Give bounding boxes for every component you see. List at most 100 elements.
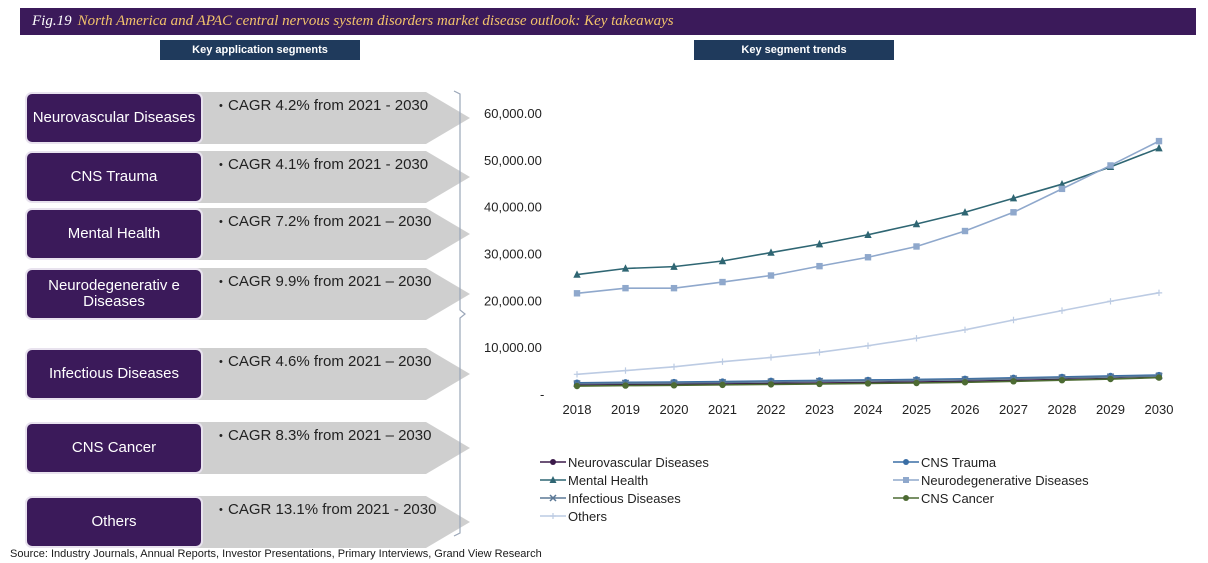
data-point: [670, 381, 678, 388]
data-point: [1155, 289, 1163, 297]
data-point: [961, 375, 969, 382]
data-point: [1010, 374, 1017, 382]
legend-item: CNS Cancer: [893, 491, 995, 506]
y-tick-label: 20,000.00: [484, 293, 542, 308]
legend-item: Others: [540, 509, 608, 524]
data-point: [573, 379, 581, 388]
data-point: [670, 378, 678, 386]
data-point: [621, 379, 630, 387]
series-group: [573, 372, 1163, 388]
segment-cagr: • CAGR 4.2% from 2021 - 2030: [219, 98, 458, 113]
data-point: [1107, 375, 1114, 383]
data-point: [573, 270, 581, 278]
segment-cagr: • CAGR 9.9% from 2021 – 2030: [219, 273, 458, 290]
data-point: [622, 382, 629, 389]
data-point: [622, 367, 629, 374]
data-point: [621, 264, 630, 272]
figure-title: North America and APAC central nervous s…: [77, 13, 674, 29]
data-point: [1009, 194, 1018, 202]
data-point: [1010, 377, 1017, 384]
data-point: [1155, 371, 1163, 379]
y-tick-label: 60,000.00: [484, 106, 542, 121]
data-point: [913, 376, 920, 383]
legend-label: Neurodegenerative Diseases: [921, 473, 1089, 488]
legend-item: Neurodegenerative Diseases: [893, 473, 1089, 488]
segment-cagr-text: CAGR 4.1% from 2021 - 2030: [228, 156, 429, 173]
data-point: [719, 378, 726, 385]
source-note: Source: Industry Journals, Annual Report…: [10, 548, 542, 560]
series-group: [573, 374, 1163, 389]
bullet-icon: •: [219, 159, 223, 171]
data-point: [864, 230, 872, 238]
series-line: [576, 140, 1160, 295]
figure-title-bar: Fig.19 North America and APAC central ner…: [20, 8, 1196, 35]
x-tick-label: 2018: [563, 402, 592, 417]
segment-cagr: • CAGR 13.1% from 2021 - 2030: [219, 502, 458, 517]
data-point: [864, 376, 872, 384]
data-point: [961, 326, 969, 334]
data-point: [670, 284, 678, 292]
x-tick-label: 2022: [757, 402, 786, 417]
chart-legend: Neurovascular Diseases CNS Trauma Mental H…: [540, 455, 1089, 524]
data-point: [816, 262, 823, 270]
data-point: [816, 380, 823, 388]
segment-cagr-text: CAGR 9.9% from 2021 – 2030: [228, 273, 432, 290]
x-tick-label: 2020: [660, 402, 689, 417]
legend-label: Neurovascular Diseases: [568, 455, 709, 470]
data-point: [1058, 185, 1066, 193]
data-point: [670, 262, 678, 270]
segment-name: Others: [25, 496, 203, 548]
data-point: [864, 342, 872, 349]
data-point: [573, 382, 581, 390]
x-tick-label: 2026: [951, 402, 980, 417]
data-point: [622, 379, 629, 386]
segment-cagr-text: CAGR 4.6% from 2021 – 2030: [228, 353, 432, 370]
data-point: [1155, 372, 1163, 380]
x-tick-label: 2030: [1145, 402, 1174, 417]
series-group: [573, 289, 1163, 378]
data-point: [767, 354, 775, 361]
data-point: [767, 272, 775, 279]
left-section-header: Key application segments: [160, 40, 360, 60]
series-group: [573, 374, 1163, 390]
x-tick-label: 2025: [902, 402, 931, 417]
legend-label: Mental Health: [568, 473, 648, 488]
data-point: [767, 381, 775, 388]
data-point: [1009, 375, 1018, 383]
data-point: [718, 256, 727, 265]
x-tick-label: 2023: [805, 402, 834, 417]
segment-cagr: • CAGR 7.2% from 2021 – 2030: [219, 214, 458, 229]
data-point: [815, 377, 824, 386]
data-point: [913, 243, 920, 250]
data-point: [719, 380, 726, 388]
legend-item: Neurovascular Diseases: [540, 455, 709, 470]
series-lines: [573, 137, 1163, 390]
legend-label: Infectious Diseases: [568, 491, 681, 506]
data-point: [1107, 372, 1114, 380]
segment-arrow: [195, 151, 470, 203]
segment-cagr: • CAGR 8.3% from 2021 – 2030: [219, 428, 458, 443]
data-point: [816, 377, 823, 384]
data-point: [622, 284, 629, 292]
data-point: [1155, 137, 1163, 145]
data-point: [767, 248, 775, 256]
data-point: [573, 379, 581, 386]
legend-label: Others: [568, 509, 608, 524]
data-point: [1010, 316, 1017, 324]
data-point: [1058, 376, 1066, 383]
legend-label: CNS Trauma: [921, 455, 997, 470]
segment-row: Others • CAGR 13.1% from 2021 - 2030: [25, 496, 470, 548]
x-tick-label: 2027: [999, 402, 1028, 417]
data-point: [1107, 162, 1114, 169]
data-point: [816, 349, 823, 356]
data-point: [670, 382, 678, 389]
data-point: [961, 208, 969, 216]
data-point: [670, 363, 678, 371]
series-group: [573, 137, 1163, 297]
right-section-header: Key segment trends: [694, 40, 894, 60]
data-point: [573, 381, 581, 389]
segment-cagr: • CAGR 4.1% from 2021 - 2030: [219, 156, 458, 173]
data-point: [903, 477, 909, 483]
segment-row: Neurodegenerativ e Diseases • CAGR 9.9% fr…: [25, 268, 470, 320]
data-point: [1106, 162, 1115, 171]
